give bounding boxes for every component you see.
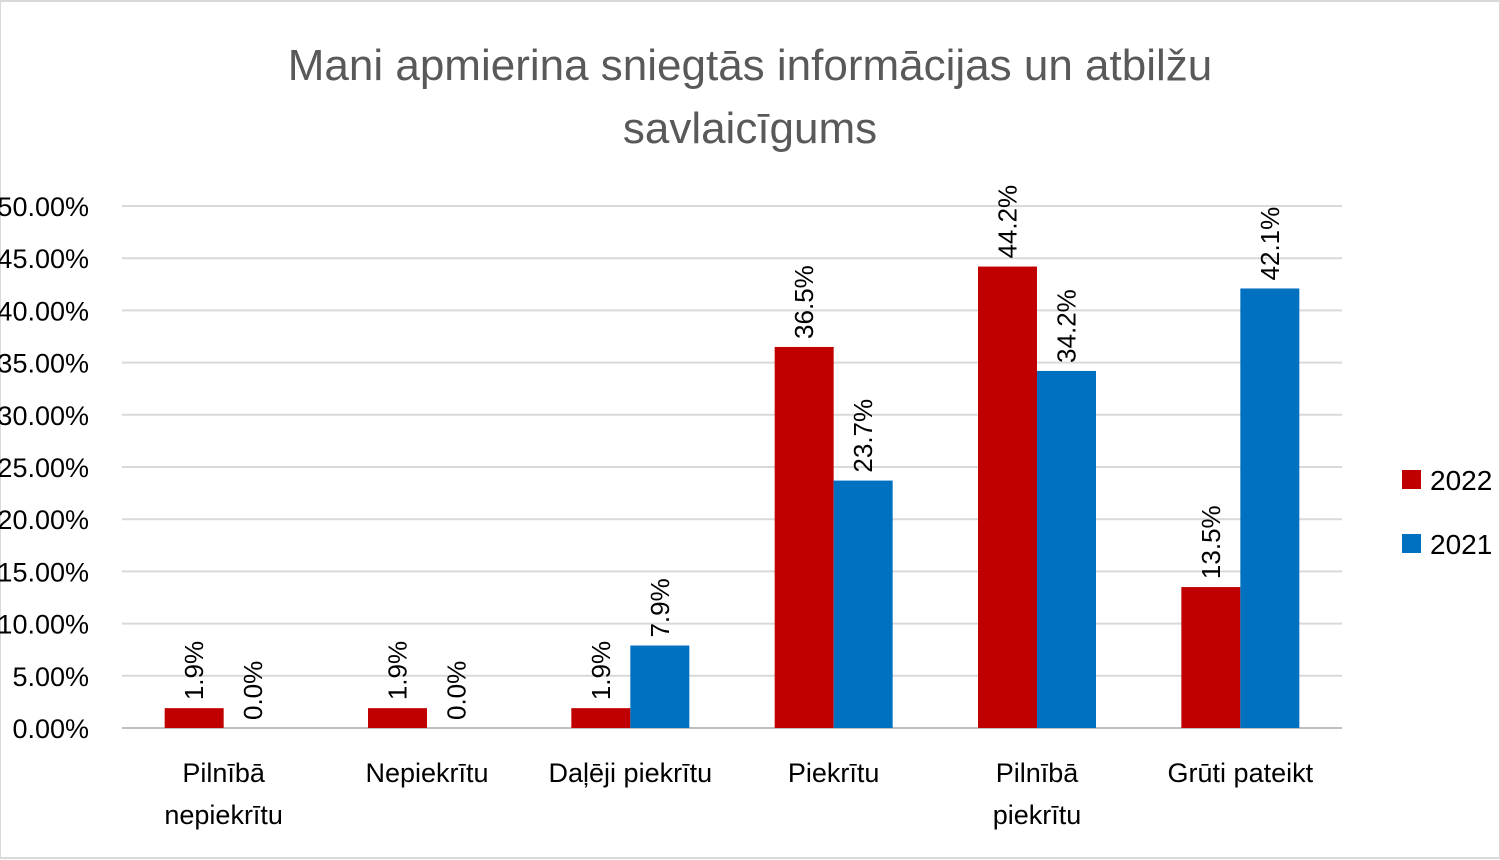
chart-title-line-2: savlaicīgums — [623, 104, 877, 153]
bar-2022 — [1181, 587, 1241, 728]
y-tick-label: 40.00% — [0, 296, 89, 326]
bar-2022 — [368, 708, 427, 728]
bar-2021 — [833, 480, 893, 728]
bar-2022 — [978, 266, 1037, 728]
data-label: 1.9% — [383, 641, 413, 700]
y-tick-label: 0.00% — [12, 714, 89, 744]
y-tick-label: 5.00% — [12, 662, 89, 692]
x-category-label: Daļēji piekrītu — [549, 758, 713, 788]
chart-title-line-1: Mani apmierina sniegtās informācijas un … — [288, 41, 1212, 90]
x-category-label: Grūti pateikt — [1168, 758, 1314, 788]
x-category-label: Piekrītu — [788, 758, 880, 788]
data-label: 36.5% — [789, 265, 819, 339]
y-tick-label: 15.00% — [0, 557, 89, 587]
x-category-label: nepiekrītu — [164, 800, 283, 830]
data-label: 13.5% — [1196, 505, 1226, 579]
x-category-label: Nepiekrītu — [365, 758, 488, 788]
y-tick-label: 30.00% — [0, 401, 89, 431]
bar-2022 — [571, 708, 631, 728]
x-category-label: Pilnībā — [996, 758, 1080, 788]
x-category-label: piekrītu — [993, 800, 1082, 830]
data-label: 7.9% — [645, 578, 675, 637]
data-label: 42.1% — [1255, 207, 1285, 281]
data-label: 1.9% — [586, 641, 616, 700]
y-tick-label: 20.00% — [0, 505, 89, 535]
y-tick-label: 35.00% — [0, 349, 89, 379]
legend-label: 2021 — [1430, 529, 1492, 560]
data-label: 0.0% — [238, 661, 268, 720]
data-label: 34.2% — [1052, 289, 1082, 363]
data-label: 1.9% — [179, 641, 209, 700]
y-tick-label: 10.00% — [0, 610, 89, 640]
bar-2022 — [164, 708, 224, 728]
bar-2022 — [774, 346, 834, 728]
bar-2021 — [630, 645, 690, 728]
bar-2021 — [1240, 288, 1300, 728]
y-tick-label: 45.00% — [0, 244, 89, 274]
y-tick-label: 25.00% — [0, 453, 89, 483]
data-label: 0.0% — [442, 661, 472, 720]
y-tick-label: 50.00% — [0, 192, 89, 222]
legend-label: 2022 — [1430, 465, 1492, 496]
x-category-label: Pilnībā — [182, 758, 266, 788]
data-label: 23.7% — [848, 399, 878, 473]
bar-2021 — [1037, 370, 1096, 728]
data-label: 44.2% — [993, 185, 1023, 259]
legend-swatch-2021 — [1402, 534, 1421, 553]
legend-swatch-2022 — [1402, 470, 1421, 489]
